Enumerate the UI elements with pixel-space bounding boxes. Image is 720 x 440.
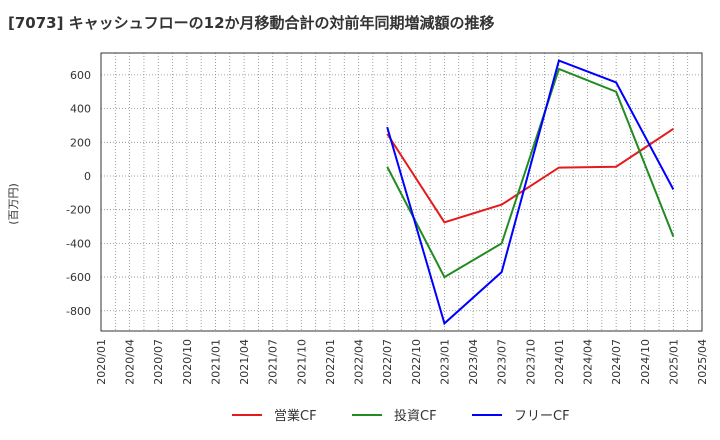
y-tick-label: -400 (66, 237, 91, 250)
y-tick-label: 600 (70, 69, 91, 82)
series-line (386, 127, 674, 224)
x-tick-label: 2023/07 (496, 339, 509, 385)
x-tick-label: 2024/10 (639, 339, 652, 385)
x-tick-label: 2021/10 (295, 339, 308, 385)
plot-area (100, 52, 703, 332)
legend-label: 営業CF (274, 408, 317, 424)
x-tick-label: 2024/07 (610, 339, 623, 385)
y-tick-label: -800 (66, 305, 91, 318)
x-tick-label: 2025/04 (696, 339, 709, 385)
legend: 営業CF 投資CF フリーCF (232, 408, 570, 424)
x-tick-label: 2022/10 (410, 339, 423, 385)
y-axis-ticks: 600 400 200 0 -200 -400 -600 -800 (66, 69, 91, 318)
series-line (386, 67, 675, 279)
y-tick-label: -600 (66, 271, 91, 284)
grid-lines (100, 53, 703, 331)
legend-label: 投資CF (394, 408, 437, 424)
x-tick-label: 2020/04 (124, 339, 137, 385)
x-tick-label: 2023/01 (438, 339, 451, 385)
series-line (386, 59, 675, 326)
x-tick-label: 2021/04 (238, 339, 251, 385)
x-tick-label: 2021/01 (209, 339, 222, 385)
series-lines (386, 59, 675, 326)
x-tick-label: 2020/07 (152, 339, 165, 385)
x-tick-label: 2020/01 (95, 339, 108, 385)
y-tick-label: -200 (66, 204, 91, 217)
x-tick-label: 2025/01 (667, 339, 680, 385)
y-tick-label: 200 (70, 136, 91, 149)
y-tick-label: 400 (70, 103, 91, 116)
legend-label: フリーCF (514, 409, 570, 424)
chart-title: [7073] キャッシュフローの12か月移動合計の対前年同期増減額の推移 (8, 14, 495, 32)
y-axis-label: (百万円) (7, 183, 20, 225)
x-tick-label: 2022/01 (324, 339, 337, 385)
x-tick-label: 2023/04 (467, 339, 480, 385)
x-tick-label: 2024/04 (582, 339, 595, 385)
y-tick-label: 0 (84, 170, 91, 183)
x-tick-label: 2022/07 (381, 339, 394, 385)
x-tick-label: 2022/04 (353, 339, 366, 385)
x-axis-ticks: 2020/01 2020/04 2020/07 2020/10 2021/01 2021/… (95, 339, 709, 385)
x-tick-label: 2020/10 (181, 339, 194, 385)
x-tick-label: 2023/10 (524, 339, 537, 385)
x-tick-label: 2024/01 (553, 339, 566, 385)
x-tick-label: 2021/07 (267, 339, 280, 385)
